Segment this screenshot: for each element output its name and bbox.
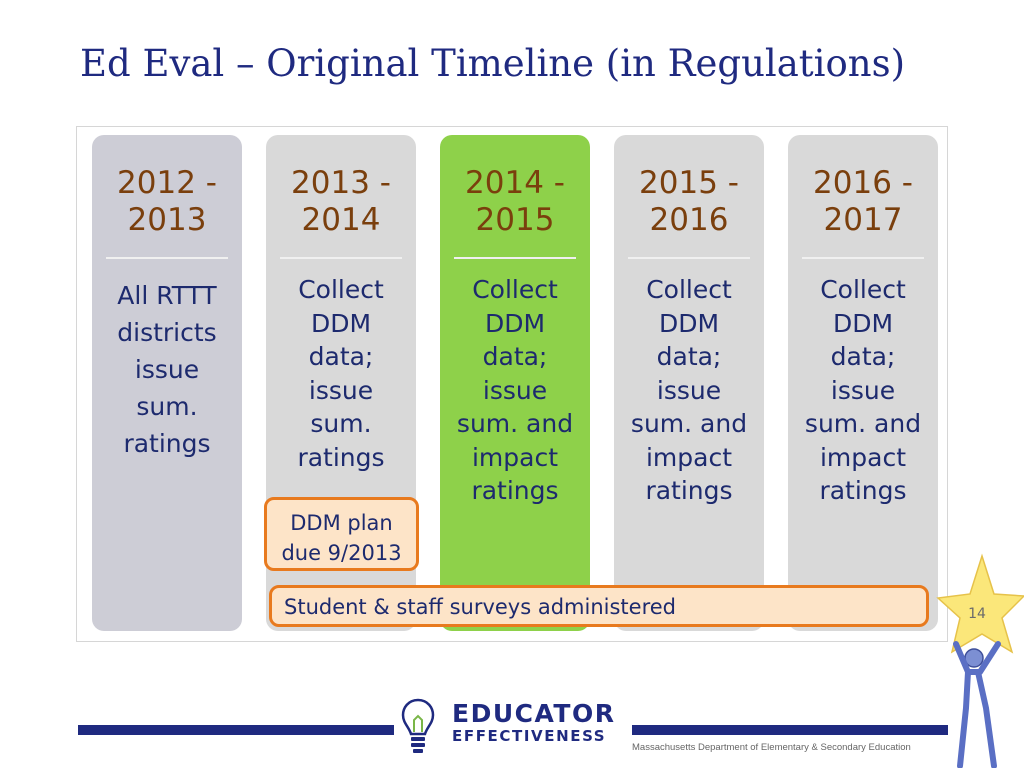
column-divider [106,257,228,259]
column-year: 2014 - 2015 [465,165,565,238]
footer-bar-left [78,725,394,735]
slide-title: Ed Eval – Original Timeline (in Regulati… [80,42,906,85]
column-divider [454,257,576,259]
logo-effectiveness: EFFECTIVENESS [452,727,607,745]
timeline-column-2015: 2015 - 2016 Collect DDM data; issue sum.… [614,135,764,631]
timeline-column-2012: 2012 - 2013 All RTTT districts issue sum… [92,135,242,631]
column-text: Collect DDM data; issue sum. ratings [297,275,385,472]
column-year: 2012 - 2013 [117,165,217,238]
timeline-column-2016: 2016 - 2017 Collect DDM data; issue sum.… [788,135,938,631]
column-divider [628,257,750,259]
timeline-panel: 2012 - 2013 All RTTT districts issue sum… [76,126,948,642]
page-number: 14 [968,606,986,622]
column-year: 2013 - 2014 [291,165,391,238]
column-divider [802,257,924,259]
lightbulb-icon [401,698,435,753]
star-person-icon [936,553,1024,768]
column-divider [280,257,402,259]
column-year: 2016 - 2017 [813,165,913,238]
timeline-column-2014: 2014 - 2015 Collect DDM data; issue sum.… [440,135,590,631]
column-year: 2015 - 2016 [639,165,739,238]
ddm-plan-callout: DDM plan due 9/2013 [264,497,419,571]
surveys-callout: Student & staff surveys administered [269,585,929,627]
column-text: Collect DDM data; issue sum. and impact … [456,275,574,505]
column-text: Collect DDM data; issue sum. and impact … [804,275,922,505]
column-text: Collect DDM data; issue sum. and impact … [630,275,748,505]
footer-bar-right [632,725,948,735]
column-text: All RTTT districts issue sum. ratings [117,281,217,458]
footer-organization: Massachusetts Department of Elementary &… [632,742,911,753]
logo-educator: EDUCATOR [452,699,616,728]
